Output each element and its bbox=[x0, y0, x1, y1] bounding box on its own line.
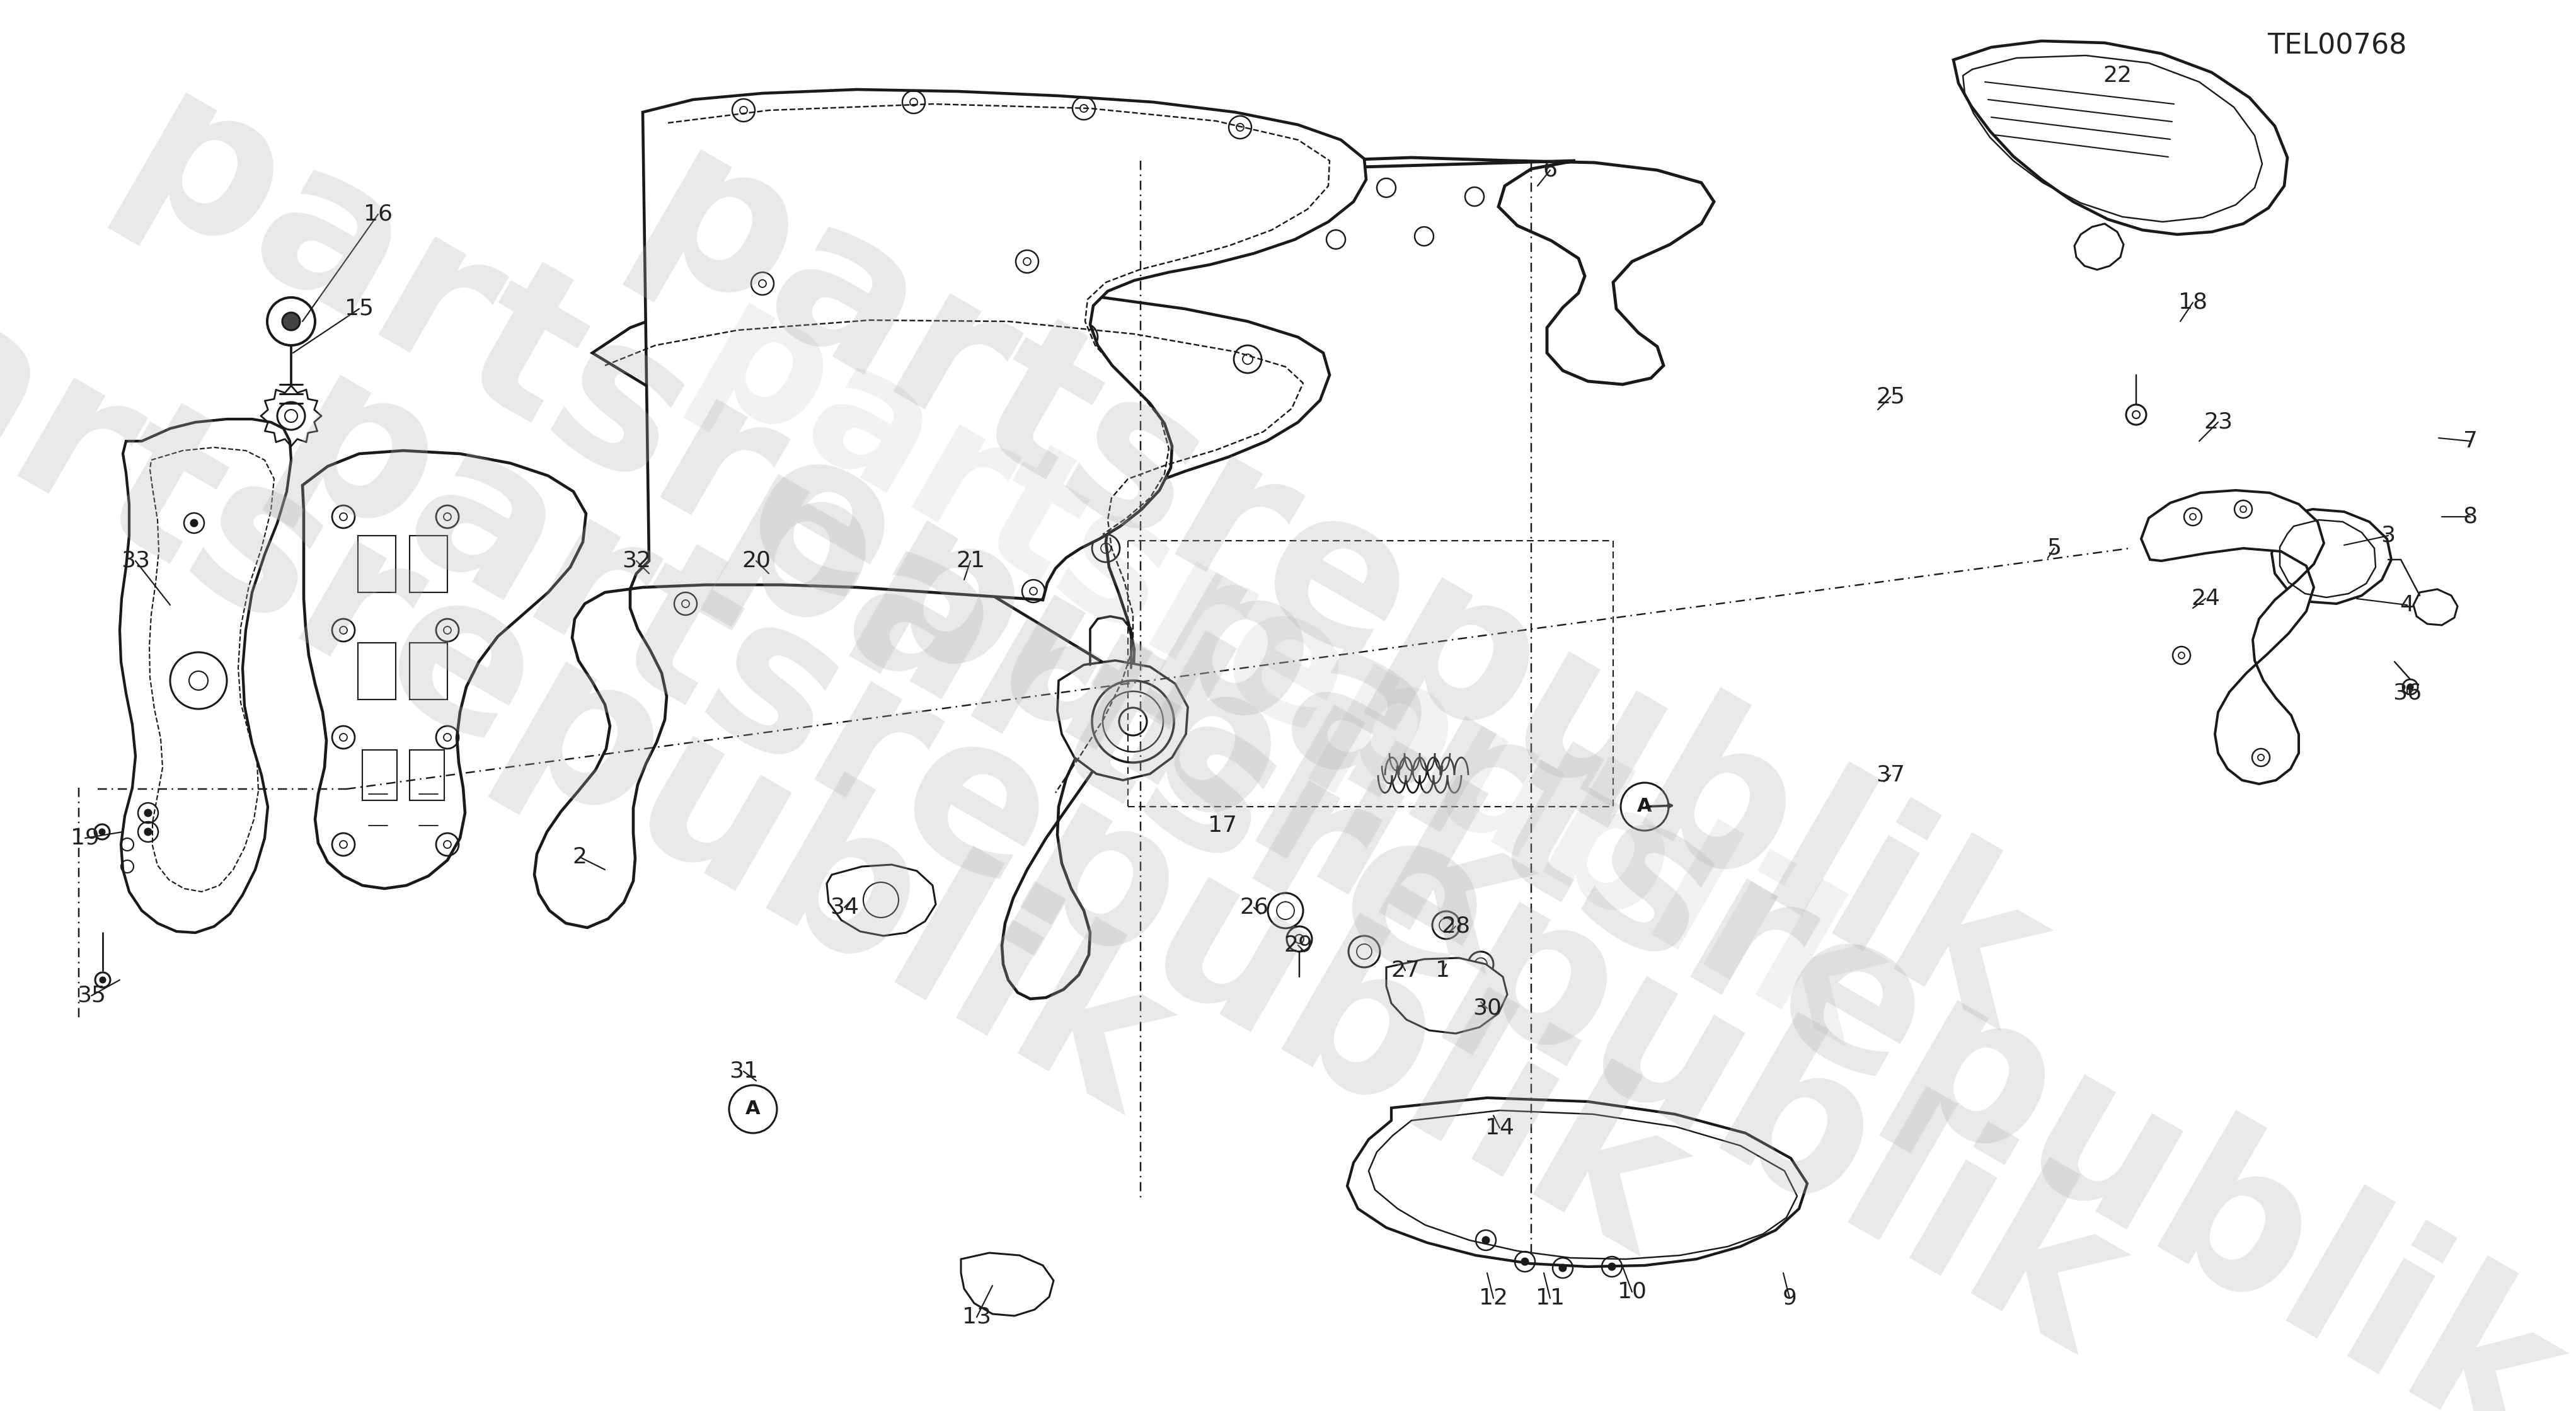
Text: 36: 36 bbox=[2393, 683, 2421, 704]
Circle shape bbox=[100, 978, 106, 982]
Bar bbox=[410, 643, 448, 700]
Text: 20: 20 bbox=[742, 550, 770, 571]
Text: 24: 24 bbox=[2192, 588, 2221, 610]
Bar bbox=[410, 536, 448, 593]
Text: 37: 37 bbox=[1875, 765, 1904, 786]
Text: 4: 4 bbox=[2401, 594, 2414, 615]
Text: 29: 29 bbox=[1283, 934, 1314, 957]
Bar bbox=[363, 749, 397, 800]
Text: 28: 28 bbox=[1440, 916, 1471, 937]
Text: partsrepublik: partsrepublik bbox=[90, 54, 1558, 1019]
Text: 21: 21 bbox=[956, 550, 984, 571]
Text: 14: 14 bbox=[1486, 1118, 1515, 1139]
Text: 27: 27 bbox=[1391, 959, 1419, 981]
Text: 34: 34 bbox=[829, 897, 858, 919]
Polygon shape bbox=[533, 89, 1365, 927]
Polygon shape bbox=[118, 419, 291, 933]
Circle shape bbox=[1522, 1259, 1528, 1264]
Text: 18: 18 bbox=[2179, 292, 2208, 313]
Polygon shape bbox=[1056, 660, 1188, 780]
Text: 32: 32 bbox=[621, 550, 652, 571]
Circle shape bbox=[191, 519, 198, 526]
Text: 15: 15 bbox=[345, 298, 374, 319]
Polygon shape bbox=[961, 1253, 1054, 1316]
Circle shape bbox=[1558, 1264, 1566, 1271]
Text: 6: 6 bbox=[1543, 159, 1558, 181]
Text: partsrepublik: partsrepublik bbox=[605, 110, 2074, 1075]
Polygon shape bbox=[1953, 41, 2287, 234]
Bar bbox=[358, 643, 397, 700]
Text: 17: 17 bbox=[1208, 814, 1236, 837]
Text: 31: 31 bbox=[729, 1061, 757, 1082]
Circle shape bbox=[1610, 1263, 1615, 1270]
Text: 5: 5 bbox=[2048, 538, 2061, 559]
Text: A: A bbox=[1638, 797, 1651, 816]
Circle shape bbox=[144, 828, 152, 835]
Polygon shape bbox=[592, 286, 1329, 999]
Text: partsrepublik: partsrepublik bbox=[245, 336, 1713, 1301]
Circle shape bbox=[1484, 1237, 1489, 1243]
Text: 9: 9 bbox=[1783, 1287, 1798, 1309]
Text: 23: 23 bbox=[2202, 412, 2233, 433]
Bar bbox=[358, 536, 397, 593]
Text: partsrepublik: partsrepublik bbox=[683, 435, 2151, 1400]
Bar bbox=[410, 749, 443, 800]
Text: 22: 22 bbox=[2102, 65, 2133, 86]
Text: 3: 3 bbox=[2380, 525, 2396, 546]
Text: A: A bbox=[744, 1101, 760, 1119]
Polygon shape bbox=[827, 865, 935, 935]
Text: 30: 30 bbox=[1473, 998, 1502, 1019]
Text: 11: 11 bbox=[1535, 1287, 1564, 1309]
Text: partsrepublik: partsrepublik bbox=[667, 270, 1909, 1085]
Circle shape bbox=[100, 830, 106, 834]
Polygon shape bbox=[301, 450, 585, 889]
Polygon shape bbox=[2272, 509, 2391, 604]
Polygon shape bbox=[1255, 158, 1713, 384]
Text: partsrepublik: partsrepublik bbox=[0, 195, 1198, 1160]
Text: 2: 2 bbox=[572, 847, 587, 868]
Text: 7: 7 bbox=[2463, 430, 2478, 452]
Text: 35: 35 bbox=[77, 985, 106, 1006]
Text: 13: 13 bbox=[963, 1307, 992, 1328]
Circle shape bbox=[283, 313, 299, 330]
Text: TEL00768: TEL00768 bbox=[2267, 32, 2406, 59]
Text: 8: 8 bbox=[2463, 507, 2478, 528]
Text: 19: 19 bbox=[70, 827, 100, 849]
Circle shape bbox=[2409, 684, 2414, 690]
Text: 12: 12 bbox=[1479, 1287, 1507, 1309]
Text: 25: 25 bbox=[1875, 387, 1904, 408]
Text: partsrepublik: partsrepublik bbox=[1121, 533, 2576, 1411]
Polygon shape bbox=[2414, 590, 2458, 625]
Text: 26: 26 bbox=[1239, 897, 1267, 919]
Polygon shape bbox=[1347, 1098, 1808, 1267]
Text: 16: 16 bbox=[363, 203, 392, 224]
Circle shape bbox=[144, 810, 152, 816]
Text: 33: 33 bbox=[121, 550, 149, 571]
Polygon shape bbox=[2074, 224, 2123, 270]
Polygon shape bbox=[1386, 958, 1507, 1033]
Text: 1: 1 bbox=[1435, 959, 1450, 981]
Text: 10: 10 bbox=[1618, 1281, 1646, 1302]
Polygon shape bbox=[2141, 490, 2324, 785]
